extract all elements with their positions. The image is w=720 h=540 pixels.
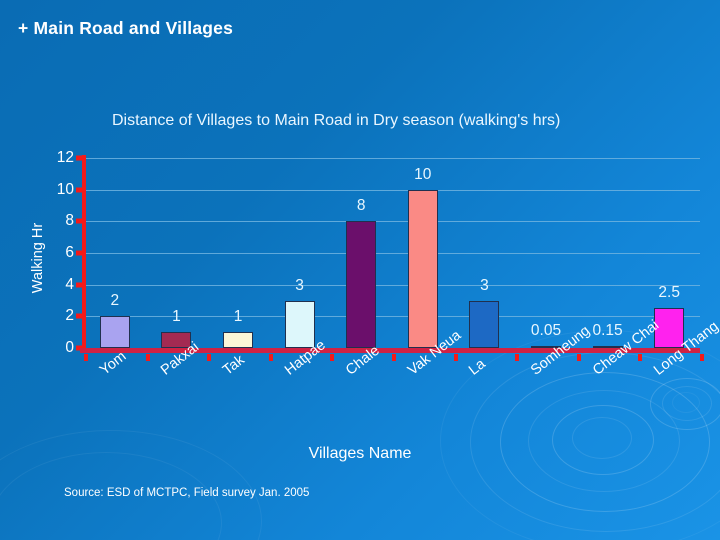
chart-title: Distance of Villages to Main Road in Dry…: [112, 112, 561, 129]
bar-value-label: 3: [480, 276, 489, 294]
y-axis-tick-label: 0: [65, 339, 74, 356]
bar: [592, 345, 623, 348]
gridline: [84, 316, 700, 318]
chart-container: Distance of Villages to Main Road in Dry…: [0, 100, 720, 480]
bar-value-label: 10: [414, 165, 432, 183]
y-axis-tick-mark: [76, 218, 85, 224]
bar: [531, 346, 561, 348]
bar: [99, 316, 130, 348]
y-axis-tick-label: 10: [56, 180, 74, 198]
source-note: Source: ESD of MCTPC, Field survey Jan. …: [64, 487, 310, 499]
plot-area: 0 2 4 6 8 10 12 2 1 1 3 8 10 3 0.05 0.15 2.5 Yom Pakxai T…: [57, 149, 720, 379]
bar: [284, 300, 315, 348]
y-axis-tick-label: 12: [56, 149, 74, 166]
x-axis-tick-mark: [638, 354, 643, 361]
x-axis-tick-mark: [453, 354, 458, 361]
y-axis-title: Walking Hr: [30, 222, 46, 294]
bar-value-label: 1: [172, 308, 181, 326]
gridline: [84, 189, 700, 191]
x-axis-tick-mark: [392, 354, 396, 361]
y-axis-tick-mark: [76, 155, 85, 161]
gridline: [84, 221, 700, 223]
bar-value-label: 2: [110, 292, 120, 310]
bar-value-label: 0.05: [530, 322, 562, 339]
y-axis-tick-mark: [76, 282, 85, 288]
bar: [223, 332, 253, 348]
x-axis-tick-mark: [145, 354, 150, 361]
gridline: [84, 158, 700, 159]
x-axis-title: Villages Name: [308, 445, 412, 462]
x-axis-tick-mark: [576, 354, 581, 361]
y-axis-tick-mark: [76, 187, 85, 193]
bar: [407, 189, 438, 348]
x-axis-tick-mark: [330, 354, 335, 361]
bar-value-label: 0.15: [592, 321, 623, 339]
x-axis-tick-mark: [515, 354, 520, 361]
gridline: [84, 253, 700, 254]
bar-value-label: 3: [295, 276, 304, 294]
y-axis-tick-mark: [76, 250, 85, 256]
bar: [469, 300, 500, 348]
x-axis-line: [80, 348, 700, 353]
x-axis-category-label: La: [466, 356, 489, 379]
x-axis-tick-mark: [84, 354, 88, 361]
bar: [654, 308, 685, 348]
x-axis-tick-mark: [207, 354, 212, 361]
gridline: [84, 284, 700, 286]
y-axis-tick-label: 6: [65, 244, 74, 261]
bar: [346, 221, 377, 348]
bar-value-label: 8: [356, 197, 366, 215]
x-axis-tick-mark: [268, 354, 273, 361]
y-axis-tick-label: 4: [65, 275, 74, 293]
x-axis-tick-mark: [700, 354, 704, 361]
bar-value-label: 1: [233, 308, 243, 326]
slide-title: + Main Road and Villages: [18, 18, 234, 38]
y-axis-tick-mark: [76, 313, 85, 319]
y-axis-tick-label: 8: [65, 212, 74, 230]
x-axis-category-label: Tak: [220, 352, 248, 379]
y-axis-tick-label: 2: [65, 307, 74, 325]
bar-value-label: 2.5: [658, 284, 680, 302]
bar: [161, 332, 192, 348]
